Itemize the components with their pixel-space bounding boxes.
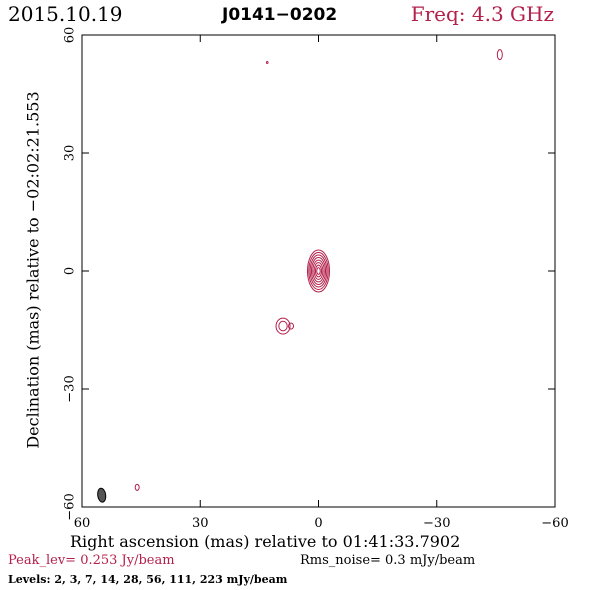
y-tick-label: 30 [63,145,78,162]
contour-ring-jet [278,320,288,332]
x-axis-label: Right ascension (mas) relative to 01:41:… [70,532,461,551]
contour-ring-core [308,252,329,290]
y-tick-label: −60 [63,493,78,520]
rms-noise: Rms_noise= 0.3 mJy/beam [300,553,476,568]
frequency-label: Freq: 4.3 GHz [410,2,554,26]
source-name: J0141−0202 [222,5,338,25]
contour-ring-knot-b [265,61,269,65]
x-tick-label: −30 [423,516,450,531]
y-tick-label: 0 [63,267,78,275]
y-tick-label: −30 [63,375,78,402]
y-axis-label: Declination (mas) relative to −02:02:21.… [23,91,43,449]
contour-ring-core [316,267,321,275]
contour-ring-core [313,262,324,280]
contour-ring-jet-lobe [288,322,295,330]
x-tick-label: 60 [74,516,91,531]
contour-ring-knot-a [496,49,503,61]
contour-group [97,49,503,503]
contour-ring-core [312,259,325,283]
beam-ellipse [97,487,107,503]
contour-ring-jet [275,317,291,335]
observation-date: 2015.10.19 [8,2,123,26]
contour-levels: Levels: 2, 3, 7, 14, 28, 56, 111, 223 mJ… [8,573,288,586]
peak-level: Peak_lev= 0.253 Jy/beam [8,553,175,568]
axis-ticks: 60 30 0 −30 −60 −60 −30 0 30 60 [63,27,569,531]
x-tick-label: 0 [314,516,322,531]
contour-ring-core [309,254,328,288]
x-tick-label: 30 [192,516,209,531]
contour-ring-core [314,264,323,278]
y-tick-label: 60 [63,27,78,44]
contour-ring-core [307,249,330,293]
plot-frame [81,34,556,508]
contour-ring-core [310,257,327,285]
contour-ring-knot-c [134,483,140,491]
x-tick-label: −60 [541,516,568,531]
